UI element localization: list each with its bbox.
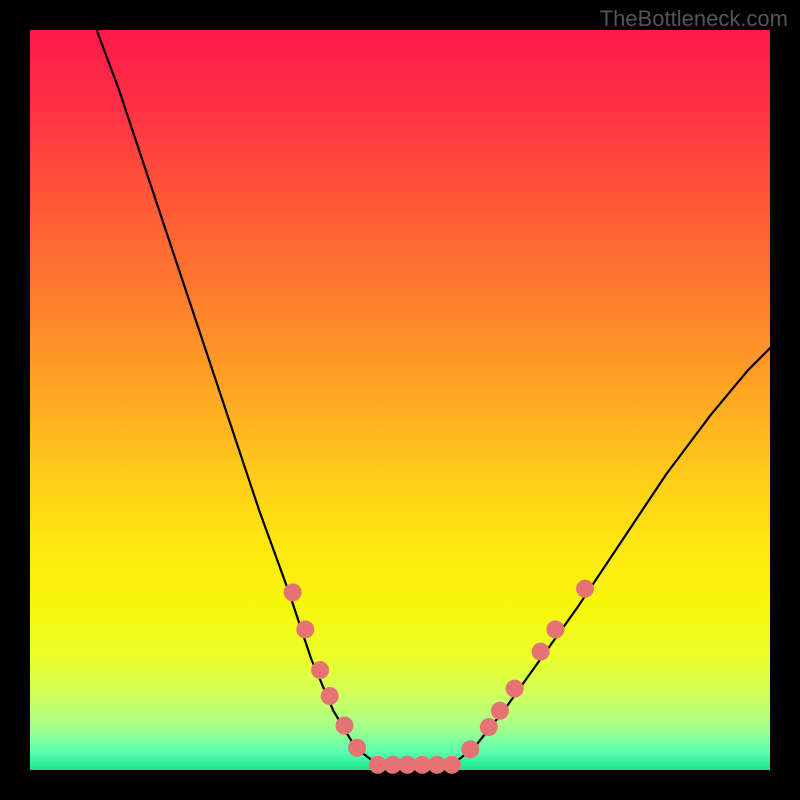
bottleneck-curve-chart bbox=[0, 0, 800, 800]
watermark-text: TheBottleneck.com bbox=[600, 6, 788, 32]
chart-container: TheBottleneck.com bbox=[0, 0, 800, 800]
